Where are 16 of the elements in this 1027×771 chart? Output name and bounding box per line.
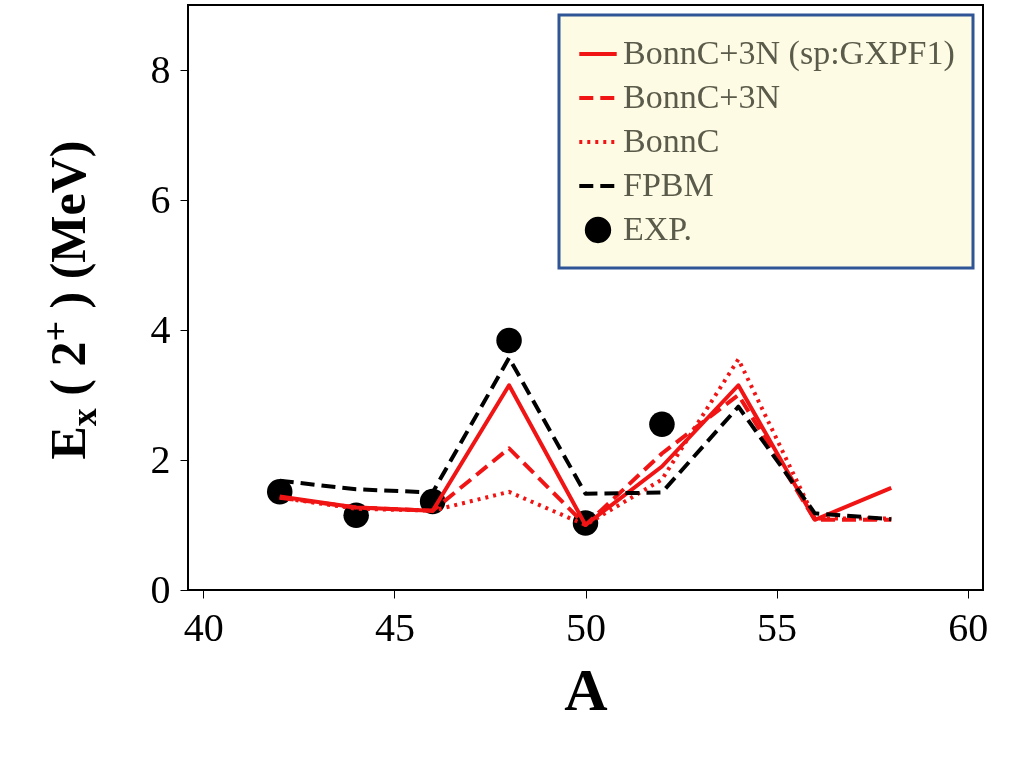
y-tick-label: 4 bbox=[150, 306, 171, 352]
legend-label: EXP. bbox=[623, 210, 692, 247]
legend-label: BonnC+3N bbox=[623, 78, 781, 115]
legend-label: FPBM bbox=[623, 166, 714, 203]
x-axis-title: A bbox=[564, 656, 608, 723]
y-tick-label: 2 bbox=[150, 436, 171, 482]
x-tick-label: 60 bbox=[948, 604, 989, 650]
x-tick-label: 50 bbox=[566, 604, 606, 650]
x-tick-label: 40 bbox=[183, 604, 224, 650]
x-tick-label: 45 bbox=[374, 604, 415, 650]
x-tick-label: 55 bbox=[757, 604, 798, 650]
legend-label: BonnC bbox=[623, 122, 720, 159]
y-tick-label: 0 bbox=[150, 566, 171, 612]
y-tick-label: 6 bbox=[150, 176, 171, 222]
legend-label: BonnC+3N (sp:GXPF1) bbox=[623, 34, 955, 72]
y-tick-label: 8 bbox=[150, 46, 171, 92]
